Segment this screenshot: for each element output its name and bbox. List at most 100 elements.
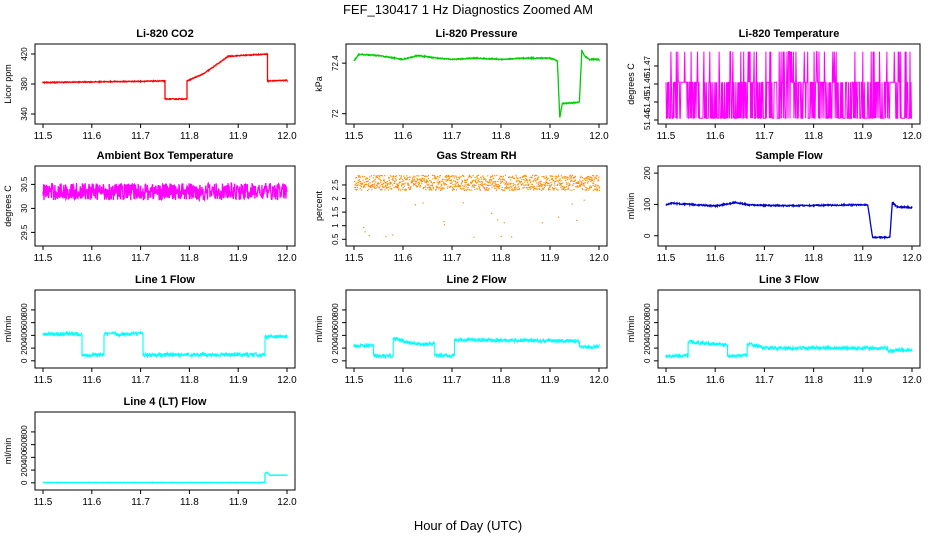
- series-point: [371, 184, 373, 186]
- series-point: [472, 175, 474, 177]
- series-point: [380, 181, 382, 183]
- series-point: [399, 181, 401, 183]
- x-tick-label: 11.5: [345, 375, 364, 386]
- x-tick-label: 11.7: [443, 375, 462, 386]
- series-point: [460, 176, 462, 178]
- series-point: [408, 184, 410, 186]
- series-point: [389, 175, 392, 177]
- series-point: [404, 182, 406, 184]
- series-point: [556, 180, 558, 182]
- series-point: [549, 188, 551, 191]
- series-point: [363, 181, 365, 183]
- series-point: [429, 188, 431, 190]
- x-tick-label: 11.7: [755, 375, 774, 386]
- series-point: [391, 234, 394, 236]
- series-point: [492, 182, 494, 184]
- y-axis-label: percent: [314, 190, 324, 221]
- y-tick-label: 400: [20, 450, 29, 464]
- series-point: [486, 181, 488, 183]
- series-point: [548, 182, 550, 185]
- series-point: [553, 188, 555, 190]
- series-point: [440, 189, 442, 191]
- series-point: [431, 184, 433, 186]
- series-point: [478, 185, 480, 187]
- series-point: [498, 188, 500, 190]
- series-point: [438, 188, 440, 190]
- series-point: [551, 175, 553, 177]
- series-point: [505, 183, 507, 185]
- y-axis-label: Licor ppm: [3, 64, 13, 104]
- series-point: [417, 181, 419, 184]
- series-point: [542, 188, 545, 190]
- series-point: [532, 174, 534, 176]
- series-point: [444, 183, 447, 185]
- series-point: [523, 186, 525, 189]
- series-point: [550, 178, 553, 180]
- series-point: [381, 185, 383, 187]
- panel-10: Line 4 (LT) Flow 11.5 11.6 11.7 11.8 11.9 12.0…: [3, 396, 297, 508]
- series-point: [398, 183, 400, 185]
- series-point: [474, 181, 477, 183]
- y-axis-label: ml/min: [626, 193, 636, 220]
- x-tick-label: 11.8: [804, 253, 823, 264]
- series-point: [562, 186, 564, 188]
- series-point: [360, 185, 362, 187]
- series-point: [354, 180, 356, 183]
- series-point: [430, 181, 432, 183]
- series-point: [501, 180, 504, 183]
- series-point: [505, 182, 508, 184]
- series-point: [498, 187, 500, 189]
- series-point: [429, 187, 432, 189]
- series-point: [556, 184, 559, 186]
- series-point: [533, 179, 535, 181]
- series-point: [434, 175, 436, 177]
- y-tick-label: 51.45: [643, 91, 652, 112]
- series-point: [472, 185, 474, 187]
- series-point: [597, 180, 599, 182]
- series-point: [356, 189, 358, 191]
- series-point: [521, 178, 523, 180]
- series-point: [399, 175, 401, 177]
- y-axis-label: ml/min: [626, 316, 636, 343]
- series-point: [408, 187, 410, 189]
- series-point: [487, 189, 490, 191]
- series-point: [359, 176, 361, 178]
- series-point: [356, 176, 358, 179]
- series-point: [511, 176, 514, 178]
- x-tick-label: 11.8: [804, 375, 823, 386]
- series-point: [571, 179, 573, 181]
- series-point: [512, 182, 514, 185]
- x-tick-label: 11.9: [229, 497, 248, 508]
- series-point: [574, 176, 576, 178]
- series-point: [402, 186, 404, 189]
- y-tick-label: 380: [20, 77, 29, 91]
- series-point: [532, 185, 534, 187]
- series-point: [436, 186, 438, 188]
- series-point: [524, 174, 526, 176]
- series-point: [364, 186, 366, 188]
- series-point: [556, 188, 558, 191]
- series-point: [464, 179, 466, 181]
- series-point: [596, 174, 598, 177]
- series-point: [548, 184, 550, 186]
- series-point: [425, 179, 427, 181]
- series-point: [395, 179, 397, 181]
- panel-6: Sample Flow 11.5 11.6 11.7 11.8 11.9 12.0 0 100 2…: [626, 150, 922, 264]
- series-point: [491, 186, 493, 188]
- series-point: [562, 186, 564, 188]
- series-point: [420, 178, 422, 180]
- series-point: [445, 175, 447, 177]
- y-tick-label: 2.5: [331, 179, 340, 191]
- series-point: [588, 178, 590, 180]
- series-point: [387, 189, 390, 191]
- series-point: [523, 175, 526, 177]
- series-point: [357, 175, 359, 177]
- series-point: [441, 189, 443, 191]
- panel-frame: [34, 411, 296, 491]
- series-point: [461, 181, 463, 183]
- series-point: [450, 186, 452, 188]
- series-point: [539, 185, 541, 187]
- x-tick-label: 11.6: [82, 497, 101, 508]
- series-point: [485, 180, 487, 182]
- series-point: [373, 180, 375, 182]
